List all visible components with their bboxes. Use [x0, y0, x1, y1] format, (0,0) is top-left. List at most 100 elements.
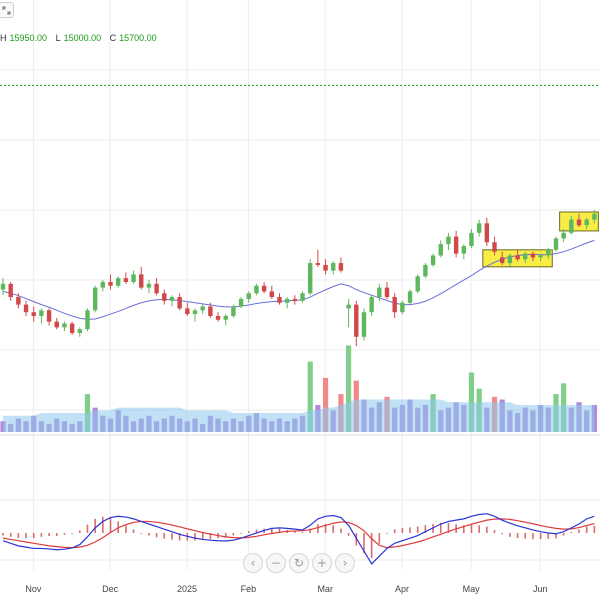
candle-body: [123, 278, 129, 282]
macd-histogram-bar: [478, 525, 480, 533]
macd-histogram-bar: [148, 533, 150, 536]
candle: [323, 259, 328, 275]
candle: [315, 249, 321, 267]
macd-histogram-bar: [271, 527, 273, 533]
candle: [346, 298, 351, 328]
macd-histogram-bar: [501, 533, 503, 535]
candle: [238, 297, 244, 309]
candle-body: [323, 264, 328, 271]
candle-body: [384, 287, 390, 298]
candle-body: [453, 236, 459, 254]
macd-histogram-bar: [570, 531, 573, 533]
candle: [561, 229, 566, 243]
candle: [23, 300, 29, 316]
macd-histogram-bar: [447, 522, 450, 533]
candle-body: [415, 276, 420, 292]
candle-body: [284, 298, 290, 303]
candle: [500, 251, 505, 265]
macd-histogram-bar: [509, 533, 511, 537]
candle-body: [292, 298, 298, 301]
candle: [476, 219, 482, 237]
macd-histogram-bar: [140, 533, 143, 534]
candle: [576, 213, 582, 228]
candle: [446, 232, 451, 250]
candle: [162, 289, 167, 305]
candle-body: [553, 238, 559, 250]
x-tick-label: May: [463, 584, 481, 594]
macd-histogram-bar: [294, 531, 296, 533]
candle-body: [54, 321, 59, 328]
candle-body: [538, 255, 543, 258]
candle: [46, 308, 52, 326]
candle: [546, 247, 551, 260]
plus-circle-icon: +: [316, 556, 328, 570]
candle-body: [131, 274, 136, 282]
chart-navigation-toolbar: ‹ − ↻ + ›: [243, 553, 355, 573]
candle-body: [546, 249, 551, 256]
candle-body: [484, 223, 490, 243]
candle: [146, 280, 152, 294]
chevron-left-icon: ‹: [250, 556, 256, 570]
candle: [377, 283, 382, 301]
candle: [108, 274, 113, 290]
candle-body: [277, 297, 282, 303]
candle: [69, 321, 75, 335]
candle: [123, 272, 129, 284]
candle: [469, 229, 474, 248]
macd-histogram-bar: [102, 516, 104, 533]
macd-histogram-bar: [309, 528, 311, 533]
candle: [139, 266, 144, 290]
candle-body: [592, 213, 597, 220]
macd-histogram-bar: [25, 533, 27, 539]
expand-button[interactable]: [0, 2, 14, 18]
candle: [415, 274, 420, 294]
candle-body: [569, 219, 574, 233]
candle-body: [346, 304, 351, 309]
scroll-left-button[interactable]: ‹: [243, 553, 263, 573]
candle-body: [0, 283, 6, 290]
candle: [354, 300, 359, 347]
macd-histogram-bar: [532, 533, 534, 540]
macd-histogram-bar: [401, 528, 404, 533]
candle-body: [361, 312, 367, 337]
candle: [453, 230, 459, 258]
candle: [530, 251, 536, 262]
scroll-right-button[interactable]: ›: [335, 553, 355, 573]
candle: [208, 302, 213, 318]
zoom-out-button[interactable]: −: [266, 553, 286, 573]
candle-body: [438, 244, 443, 256]
candle: [361, 308, 367, 341]
volume-bar: [307, 361, 313, 432]
macd-histogram-bar: [409, 527, 411, 533]
macd-histogram-bar: [424, 525, 427, 533]
candle-body: [231, 306, 236, 316]
macd-histogram-bar: [86, 524, 89, 533]
candle: [484, 217, 490, 247]
refresh-icon: ↻: [293, 556, 305, 570]
candle-body: [523, 253, 528, 260]
volume-moving-average-area: [3, 399, 595, 432]
high-value: 15950.00: [9, 33, 48, 43]
macd-histogram-bar: [393, 529, 396, 533]
close-label: C: [109, 33, 117, 43]
candle: [31, 306, 36, 322]
zoom-in-button[interactable]: +: [312, 553, 332, 573]
macd-histogram-bar: [2, 533, 4, 536]
candle-body: [154, 283, 159, 294]
candle: [169, 295, 175, 307]
candle-body: [392, 297, 397, 313]
candle-body: [430, 255, 436, 265]
candle: [116, 276, 121, 288]
macd-histogram-bar: [125, 525, 127, 533]
candle: [100, 280, 106, 292]
macd-histogram-bar: [463, 525, 465, 533]
macd-histogram-bar: [516, 533, 519, 539]
macd-histogram-bar: [48, 533, 50, 537]
candle-body: [31, 312, 36, 316]
candle-body: [39, 310, 44, 316]
candle: [292, 295, 298, 305]
candle-body: [116, 278, 121, 286]
macd-histogram-bar: [178, 533, 181, 541]
reset-button[interactable]: ↻: [289, 553, 309, 573]
candle: [54, 317, 59, 330]
